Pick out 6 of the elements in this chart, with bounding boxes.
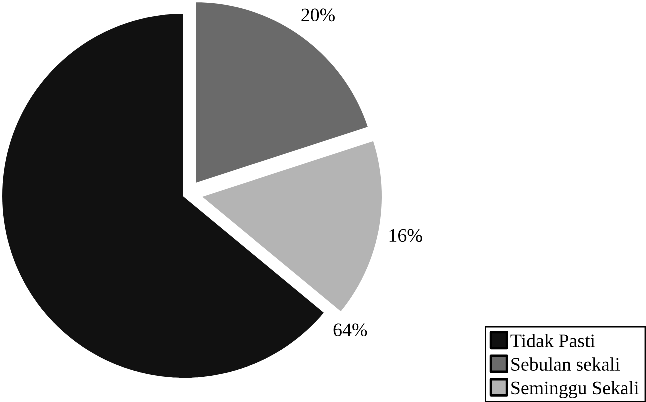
legend-label: Tidak Pasti	[510, 334, 596, 348]
data-label: 64%	[334, 323, 368, 336]
data-label: 16%	[390, 229, 422, 242]
legend-label: Seminggu Sekali	[512, 381, 640, 398]
legend-label: Sebulan sekali	[512, 357, 620, 371]
data-label: 20%	[302, 8, 335, 22]
